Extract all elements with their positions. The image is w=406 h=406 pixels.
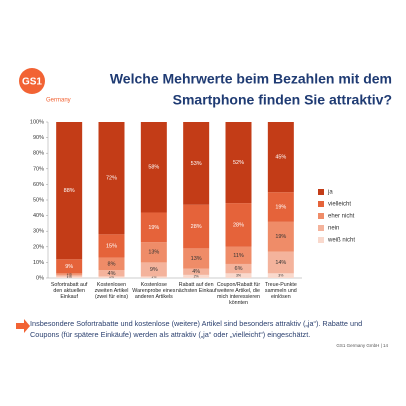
value-label: 13%: [148, 250, 159, 256]
bar-segment: [98, 122, 125, 235]
bar-segment: [267, 251, 294, 274]
value-label: 11%: [233, 253, 244, 259]
bar-segment: [225, 273, 252, 278]
value-label: 19%: [275, 234, 286, 240]
footer: GS1 Germany GmbH | 14: [336, 343, 388, 348]
value-label: 1%: [67, 274, 72, 278]
arrow-icon: [16, 319, 30, 333]
bar-segment: [225, 246, 252, 264]
bar-segment: [56, 273, 83, 275]
legend-label: nein: [328, 226, 339, 232]
logo-subtitle: Germany: [46, 98, 71, 104]
bar-segment: [140, 276, 167, 278]
value-label: 3%: [236, 274, 241, 278]
bar-segment: [183, 248, 210, 269]
value-label: 58%: [148, 165, 159, 171]
value-label: 9%: [65, 264, 73, 270]
logo-circle: [19, 68, 45, 94]
legend-label: ja: [327, 190, 333, 196]
bar-segment: [56, 259, 83, 274]
value-label: 6%: [235, 266, 243, 272]
value-label: 19%: [148, 225, 159, 231]
legend-label: vielleicht: [328, 202, 351, 208]
y-tick-label: 10%: [33, 260, 44, 266]
x-tick-label: Kostenlose Warenprobe eines anderen Arti…: [132, 282, 176, 300]
value-label: 14%: [275, 260, 286, 266]
value-label: 1%: [67, 272, 72, 276]
bar-segment: [98, 234, 125, 258]
footnote: Insbesondere Sofortrabatte und kostenlos…: [30, 319, 363, 339]
y-tick-label: 40%: [33, 213, 44, 219]
x-tick-label: Kostenlosen zweiten Artikel (zwei für ei…: [94, 282, 129, 300]
legend-label: weiß nicht: [327, 238, 355, 244]
value-label: 19%: [275, 204, 286, 210]
legend-swatch: [318, 213, 324, 219]
legend-swatch: [318, 201, 324, 207]
value-label: 53%: [191, 161, 202, 167]
bar-segment: [183, 122, 210, 205]
y-tick-label: 30%: [33, 229, 44, 235]
value-label: 52%: [233, 160, 244, 166]
value-label: 1%: [109, 275, 114, 279]
legend-swatch: [318, 189, 324, 195]
value-label: 3%: [278, 274, 283, 278]
bar-segment: [56, 274, 83, 277]
bar-segment: [267, 192, 294, 222]
bar-segment: [98, 270, 125, 277]
bar-segment: [56, 276, 83, 278]
value-label: 4%: [192, 269, 200, 275]
legend-swatch: [318, 225, 324, 231]
y-tick-label: 0%: [36, 275, 44, 281]
bar-segment: [183, 268, 210, 275]
value-label: 88%: [64, 188, 75, 194]
x-tick-label: Sofortrabatt auf den aktuellen Einkauf: [50, 282, 88, 300]
y-tick-label: 50%: [33, 197, 44, 203]
bar-segment: [98, 276, 125, 278]
y-tick-label: 90%: [33, 135, 44, 141]
bar-segment: [140, 122, 167, 213]
bar-segment: [267, 273, 294, 278]
bar-segment: [183, 204, 210, 249]
value-label: 28%: [191, 224, 202, 230]
logo-mark: GS1: [22, 77, 42, 88]
value-label: 72%: [106, 176, 117, 182]
legend-swatch: [318, 237, 324, 243]
value-label: 15%: [106, 243, 117, 249]
bar-segment: [267, 122, 294, 193]
bar-segment: [225, 122, 252, 204]
value-label: 8%: [108, 261, 116, 267]
bar-segment: [140, 242, 167, 263]
bar-segment: [56, 122, 83, 260]
value-label: 45%: [275, 155, 286, 161]
value-label: 2%: [194, 274, 199, 278]
value-label: 28%: [233, 222, 244, 228]
bar-segment: [225, 263, 252, 274]
chart-title: Welche Mehrwerte beim Bezahlen mit dem: [110, 71, 392, 87]
y-tick-label: 100%: [30, 119, 44, 125]
bar-segment: [140, 262, 167, 277]
x-tick-label: Coupon/Rabatt für weitere Artikel, die m…: [216, 282, 261, 306]
legend-label: eher nicht: [328, 214, 355, 220]
value-label: 4%: [108, 271, 116, 277]
y-tick-label: 80%: [33, 151, 44, 157]
bar-segment: [140, 212, 167, 243]
x-tick-label: Treue-Punkte sammeln und einlösen: [264, 282, 297, 300]
chart-title: Smartphone finden Sie attraktiv?: [173, 92, 392, 108]
y-tick-label: 60%: [33, 182, 44, 188]
value-label: 13%: [191, 256, 202, 262]
x-tick-label: Rabatt auf den nächsten Einkauf: [175, 282, 217, 294]
bar-segment: [225, 203, 252, 247]
value-label: 1%: [151, 275, 156, 279]
y-tick-label: 20%: [33, 244, 44, 250]
bar-segment: [183, 274, 210, 278]
bar-segment: [267, 221, 294, 252]
value-label: 1%: [67, 275, 72, 279]
y-tick-label: 70%: [33, 166, 44, 172]
bar-segment: [98, 257, 125, 271]
value-label: 9%: [150, 267, 158, 273]
